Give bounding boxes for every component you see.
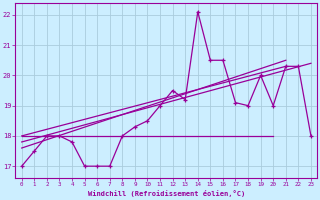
X-axis label: Windchill (Refroidissement éolien,°C): Windchill (Refroidissement éolien,°C) bbox=[88, 190, 245, 197]
